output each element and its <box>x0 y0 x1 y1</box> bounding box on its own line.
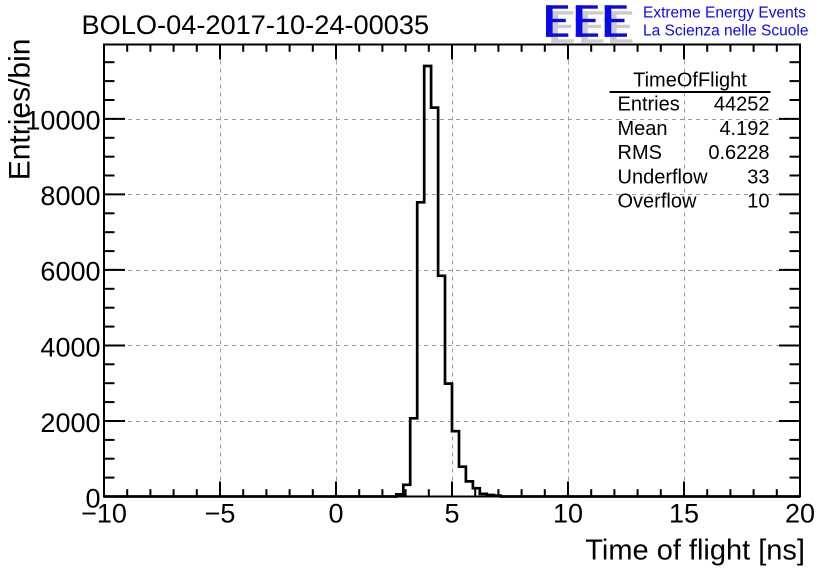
svg-text:Underflow: Underflow <box>618 166 709 188</box>
svg-text:BOLO-04-2017-10-24-00035: BOLO-04-2017-10-24-00035 <box>82 9 430 40</box>
svg-text:15: 15 <box>669 499 699 529</box>
svg-text:Time of flight [ns]: Time of flight [ns] <box>585 535 805 567</box>
svg-text:0: 0 <box>328 499 343 529</box>
svg-text:4000: 4000 <box>40 332 100 362</box>
svg-text:0.6228: 0.6228 <box>708 142 769 164</box>
svg-text:6000: 6000 <box>40 257 100 287</box>
svg-text:TimeOfFlight: TimeOfFlight <box>633 70 747 92</box>
svg-text:Mean: Mean <box>618 118 668 140</box>
svg-text:Entries: Entries <box>618 94 680 116</box>
svg-text:4.192: 4.192 <box>719 118 769 140</box>
svg-text:La Scienza nelle Scuole: La Scienza nelle Scuole <box>643 22 808 39</box>
svg-text:Overflow: Overflow <box>618 191 697 213</box>
svg-text:Extreme Energy Events: Extreme Energy Events <box>643 4 806 21</box>
svg-text:10000: 10000 <box>25 106 100 136</box>
svg-text:2000: 2000 <box>40 408 100 438</box>
svg-text:RMS: RMS <box>618 142 662 164</box>
svg-text:0: 0 <box>85 483 100 513</box>
svg-text:−10: −10 <box>81 499 127 529</box>
svg-text:33: 33 <box>747 166 769 188</box>
svg-text:5: 5 <box>444 499 459 529</box>
svg-text:44252: 44252 <box>714 94 770 116</box>
svg-text:8000: 8000 <box>40 181 100 211</box>
svg-text:10: 10 <box>553 499 583 529</box>
svg-text:−5: −5 <box>205 499 236 529</box>
svg-text:Entries/bin: Entries/bin <box>4 39 37 181</box>
svg-text:20: 20 <box>785 499 815 529</box>
svg-text:10: 10 <box>747 191 769 213</box>
